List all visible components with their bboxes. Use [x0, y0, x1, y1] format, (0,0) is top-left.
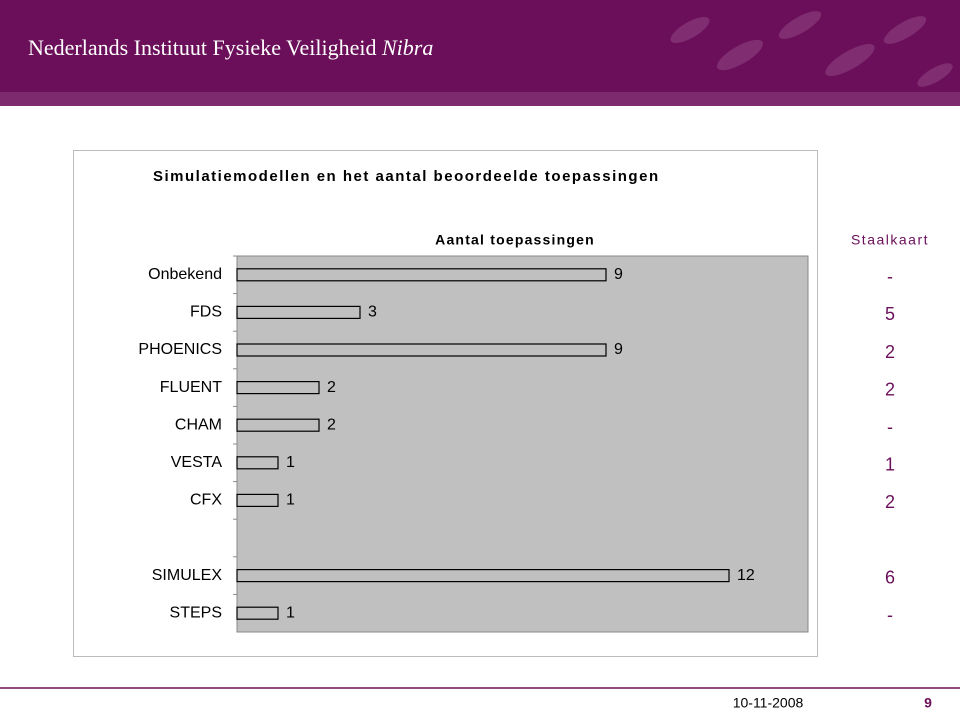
chart-title: Simulatiemodellen en het aantal beoordee…: [153, 168, 660, 185]
bar: [236, 456, 279, 470]
y-tick-label: CFX: [190, 492, 222, 509]
side-column-value: 5: [885, 304, 895, 324]
bar: [236, 305, 361, 319]
value-label: 2: [327, 416, 336, 433]
y-tick-label: VESTA: [171, 454, 223, 471]
bar: [236, 343, 607, 357]
y-tick-label: FLUENT: [160, 379, 222, 396]
header-title-text: Nederlands Instituut Fysieke Veiligheid: [28, 35, 377, 60]
footer-page: 9: [924, 695, 932, 711]
value-label: 9: [614, 266, 623, 283]
side-column-title: Staalkaart: [851, 232, 929, 248]
bar: [236, 493, 279, 507]
bar: [236, 606, 279, 620]
value-label: 1: [286, 492, 295, 509]
side-column-value: 1: [885, 455, 895, 475]
side-column-value: 2: [885, 492, 895, 512]
header-decoration: [670, 11, 953, 87]
bar: [236, 268, 607, 282]
header-title: Nederlands Instituut Fysieke Veiligheid …: [28, 35, 433, 60]
y-tick-label: SIMULEX: [152, 567, 223, 584]
y-tick-label: Onbekend: [148, 266, 222, 283]
value-label: 12: [737, 567, 755, 584]
y-tick-label: PHOENICS: [138, 341, 222, 358]
value-label: 9: [614, 341, 623, 358]
y-tick-label: CHAM: [175, 416, 222, 433]
bar: [236, 418, 320, 432]
bar: [236, 568, 730, 583]
header-brand: Nibra: [381, 35, 433, 60]
side-column-value: -: [887, 267, 893, 287]
bar: [236, 381, 320, 395]
side-column-value: 2: [885, 379, 895, 399]
y-tick-label: STEPS: [170, 604, 222, 621]
x-axis-label: Aantal toepassingen: [435, 232, 595, 248]
side-column-value: -: [887, 417, 893, 437]
value-label: 2: [327, 379, 336, 396]
value-label: 1: [286, 604, 295, 621]
header-strip: [0, 92, 960, 106]
footer-date: 10-11-2008: [733, 695, 804, 711]
value-label: 1: [286, 454, 295, 471]
side-column-value: 2: [885, 342, 895, 362]
y-tick-label: FDS: [190, 304, 222, 321]
side-column-value: 6: [885, 567, 895, 587]
side-column-value: -: [887, 605, 893, 625]
value-label: 3: [368, 304, 377, 321]
